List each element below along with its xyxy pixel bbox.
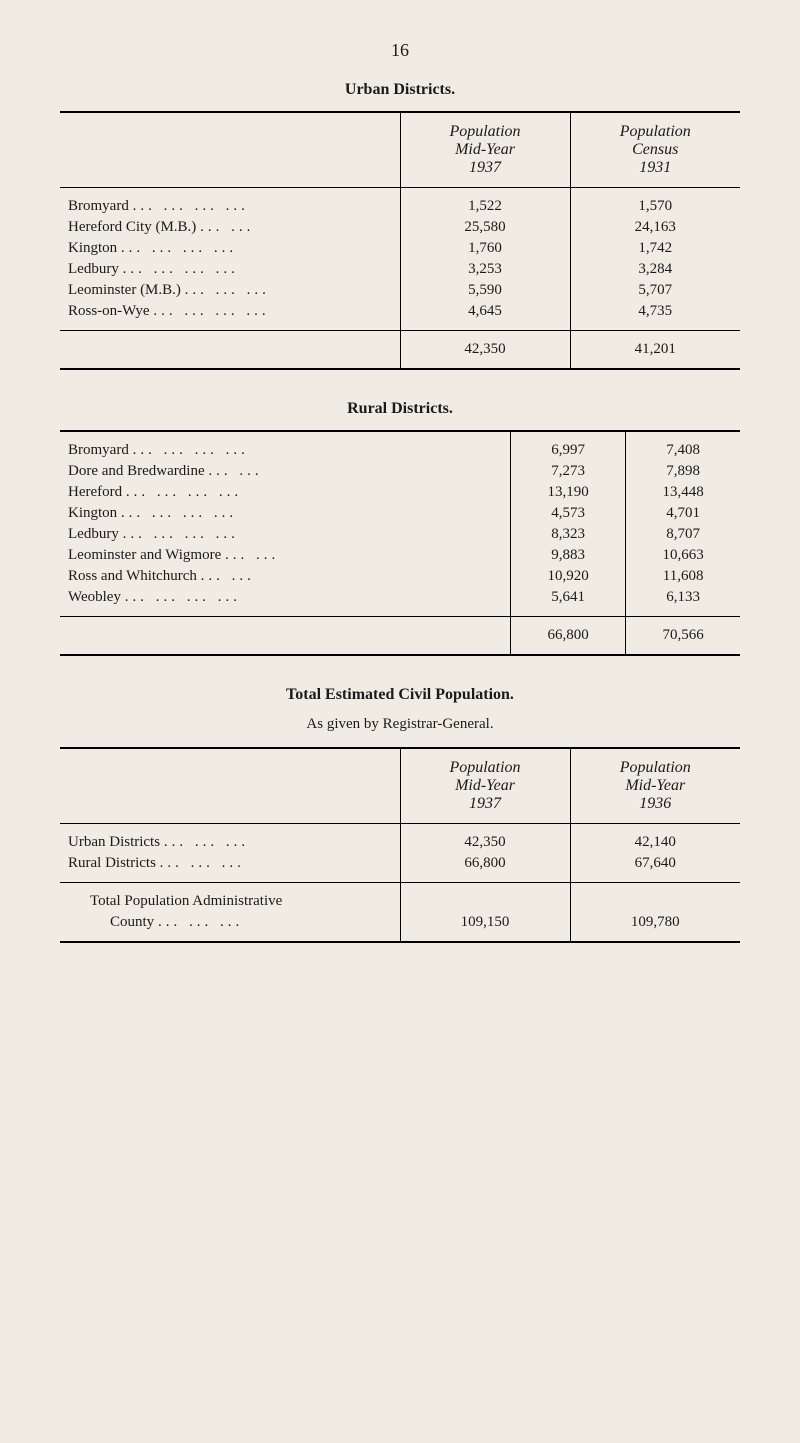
page-number: 16 [60, 40, 740, 61]
rural-total-row: 66,800 70,566 [60, 617, 740, 656]
table-row: Ross-on-Wye ... ... ... ... 4,645 4,735 [60, 301, 740, 331]
table-row: Leominster (M.B.) ... ... ... 5,590 5,70… [60, 280, 740, 301]
table-row: Bromyard ... ... ... ... 6,997 7,408 [60, 431, 740, 461]
civil-header-1936: Population Mid-Year 1936 [570, 748, 740, 824]
table-row: Dore and Bredwardine ... ... 7,273 7,898 [60, 461, 740, 482]
table-row: Weobley ... ... ... ... 5,641 6,133 [60, 587, 740, 617]
urban-body: Bromyard ... ... ... ... 1,522 1,570 Her… [60, 188, 740, 370]
civil-header-1937: Population Mid-Year 1937 [400, 748, 570, 824]
rural-title: Rural Districts. [60, 400, 740, 418]
civil-total-label-row: Total Population Administrative [60, 883, 740, 913]
table-row: Bromyard ... ... ... ... 1,522 1,570 [60, 188, 740, 218]
urban-table: Population Mid-Year 1937 Population Cens… [60, 111, 740, 370]
civil-header-blank [60, 748, 400, 824]
urban-total-row: 42,350 41,201 [60, 331, 740, 370]
civil-body: Urban Districts ... ... ... 42,350 42,14… [60, 824, 740, 943]
urban-header-1937: Population Mid-Year 1937 [400, 112, 570, 188]
table-row: Hereford ... ... ... ... 13,190 13,448 [60, 482, 740, 503]
urban-header-1931: Population Census 1931 [570, 112, 740, 188]
table-row: Ledbury ... ... ... ... 8,323 8,707 [60, 524, 740, 545]
table-row: Kington ... ... ... ... 4,573 4,701 [60, 503, 740, 524]
urban-title: Urban Districts. [60, 81, 740, 99]
table-row: Ross and Whitchurch ... ... 10,920 11,60… [60, 566, 740, 587]
civil-table: Population Mid-Year 1937 Population Mid-… [60, 747, 740, 943]
table-row: Hereford City (M.B.) ... ... 25,580 24,1… [60, 217, 740, 238]
civil-total-row: County ... ... ... 109,150 109,780 [60, 912, 740, 942]
table-row: Urban Districts ... ... ... 42,350 42,14… [60, 824, 740, 854]
table-row: Ledbury ... ... ... ... 3,253 3,284 [60, 259, 740, 280]
civil-subtitle: As given by Registrar-General. [60, 716, 740, 733]
civil-title: Total Estimated Civil Population. [60, 686, 740, 704]
table-row: Leominster and Wigmore ... ... 9,883 10,… [60, 545, 740, 566]
urban-header-blank [60, 112, 400, 188]
rural-table: Bromyard ... ... ... ... 6,997 7,408 Dor… [60, 430, 740, 656]
rural-body: Bromyard ... ... ... ... 6,997 7,408 Dor… [60, 431, 740, 655]
table-row: Kington ... ... ... ... 1,760 1,742 [60, 238, 740, 259]
table-row: Rural Districts ... ... ... 66,800 67,64… [60, 853, 740, 883]
